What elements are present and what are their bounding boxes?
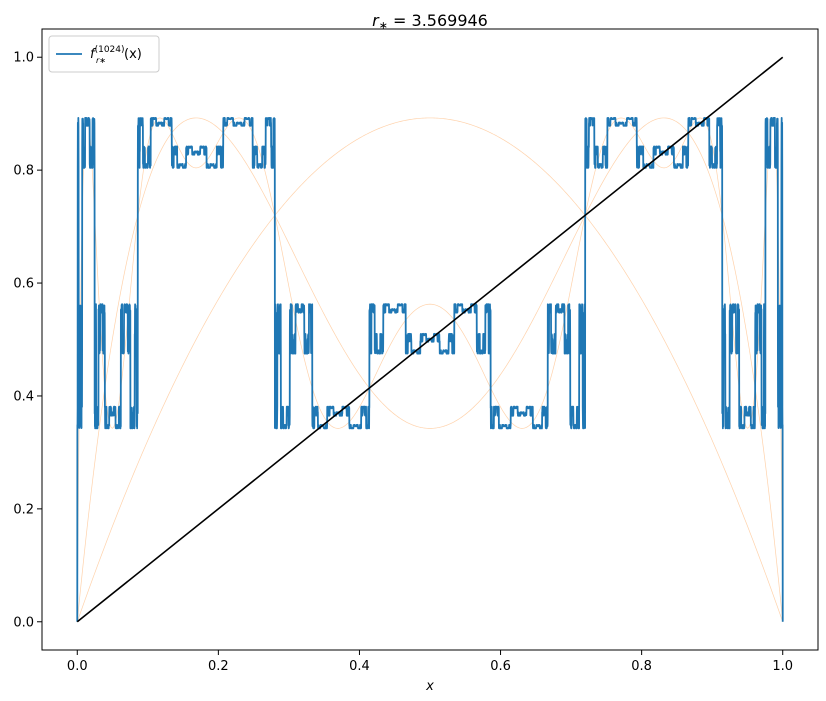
series-iterate-4 [76, 117, 784, 622]
x-tick-label: 0.0 [67, 659, 88, 674]
y-tick-label: 0.6 [13, 277, 34, 292]
x-tick-label: 0.8 [631, 659, 652, 674]
y-tick-label: 0.2 [13, 502, 34, 517]
y-tick-label: 0.4 [13, 389, 34, 404]
x-axis: 0.0 0.2 0.4 0.6 0.8 1.0 [67, 650, 793, 674]
y-tick-label: 1.0 [13, 51, 34, 66]
chart-title: r∗ = 3.569946 [372, 11, 488, 32]
identity-line [76, 56, 784, 623]
y-tick-label: 0.8 [13, 164, 34, 179]
legend-label: f(1024) r∗ (x) [90, 45, 142, 65]
y-tick-label: 0.0 [13, 615, 34, 630]
legend: f(1024) r∗ (x) [48, 35, 160, 73]
x-tick-label: 0.2 [208, 659, 229, 674]
series-iterate-2 [76, 117, 784, 622]
x-tick-label: 0.4 [349, 659, 370, 674]
x-tick-label: 1.0 [772, 659, 793, 674]
x-axis-label: x [425, 679, 434, 694]
y-axis: 0.0 0.2 0.4 0.6 0.8 1.0 [13, 51, 42, 630]
series-iterate-1 [76, 117, 784, 622]
x-tick-label: 0.6 [490, 659, 511, 674]
legend-box [48, 35, 160, 73]
plot-frame [41, 28, 819, 651]
